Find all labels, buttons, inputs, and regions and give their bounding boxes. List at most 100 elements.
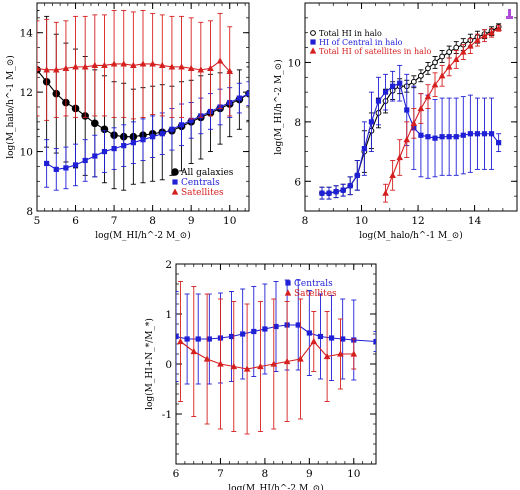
data-point (389, 171, 396, 178)
y-tick-label: 8 (26, 206, 33, 218)
panel-top-left: 5 6 7 8 9 10 8 10 12 14 log(M_HI/h^-2 M_⊙) log(M_ha… (5, 2, 250, 241)
y-axis-label: log(M_HI+N_*/M_*) (144, 318, 155, 410)
legend-marker (172, 179, 178, 185)
data-point (373, 338, 376, 345)
data-point (495, 24, 502, 31)
data-point (453, 134, 459, 140)
data-point (417, 72, 424, 79)
data-point (403, 136, 411, 143)
legend-marker (309, 47, 317, 54)
data-point (424, 93, 432, 100)
data-point (236, 95, 242, 101)
corner-mark (506, 9, 513, 19)
data-point (82, 157, 88, 164)
data-point (44, 160, 50, 167)
data-point (474, 36, 481, 43)
data-point (273, 323, 279, 330)
legend-marker (310, 39, 316, 45)
x-tick-label: 8 (302, 215, 309, 227)
data-point (188, 117, 194, 123)
data-point (178, 122, 185, 128)
legend-label: Satellites (181, 188, 224, 198)
data-point (243, 365, 251, 372)
series-total-hi-of-satellites-in-halo (382, 24, 502, 203)
x-tick-label: 10 (223, 215, 236, 227)
data-point (130, 61, 137, 68)
data-point (140, 137, 146, 143)
x-tick-label: 6 (72, 215, 79, 227)
data-point (43, 66, 50, 73)
panel-bottom: 6 7 8 9 10 -1 0 1 2 log(M_HI/h^-2 M_⊙) log(M_HI+N_… (144, 259, 377, 490)
x-tick-label: 12 (411, 215, 424, 227)
data-point (445, 63, 453, 70)
data-point (240, 331, 246, 337)
data-point (410, 78, 417, 85)
legend-marker (285, 280, 291, 286)
x-tick-label: 6 (173, 468, 180, 480)
data-point (62, 64, 70, 71)
y-tick-label: 10 (20, 147, 33, 159)
data-point (187, 64, 195, 71)
series-satellites (37, 9, 234, 121)
x-tick-label: 7 (111, 215, 118, 227)
y-tick-label: -1 (162, 409, 172, 421)
x-axis-label: log(M_HI/h^-2 M_⊙) (228, 483, 323, 490)
plot-area (37, 9, 249, 191)
data-point (295, 322, 301, 328)
legend-label: All galaxies (180, 168, 234, 178)
x-tick-label: 10 (355, 215, 368, 227)
data-point (37, 64, 41, 71)
data-point (417, 104, 425, 112)
data-point (481, 32, 488, 39)
y-tick-label: 12 (20, 87, 33, 99)
data-point (418, 132, 424, 138)
data-point (72, 162, 79, 168)
x-axis-label: log(M_halo/h^-1 M_⊙) (359, 230, 463, 241)
data-point (110, 60, 118, 67)
data-point (169, 126, 175, 132)
data-point (101, 148, 108, 155)
data-point (459, 48, 467, 55)
legend-marker (171, 168, 179, 176)
data-point (390, 83, 396, 89)
data-point (283, 357, 291, 365)
legend-label: Centrals (181, 178, 220, 188)
data-point (446, 49, 453, 55)
data-point (207, 64, 214, 71)
legend-marker (171, 188, 179, 195)
data-point (496, 140, 502, 146)
data-point (397, 80, 403, 86)
data-point (319, 190, 325, 196)
data-point (195, 336, 201, 342)
data-point (446, 134, 452, 140)
data-point (333, 189, 339, 195)
data-point (190, 347, 198, 355)
data-point (337, 350, 344, 357)
x-tick-label: 8 (262, 468, 269, 480)
data-point (139, 60, 147, 67)
data-point (432, 59, 438, 66)
data-point (382, 189, 389, 196)
x-tick-label: 7 (217, 468, 224, 480)
data-point (184, 336, 190, 342)
data-point (340, 336, 346, 342)
data-point (452, 55, 460, 63)
data-point (306, 330, 312, 336)
data-point (159, 131, 165, 137)
data-point (150, 134, 156, 140)
data-point (481, 131, 488, 137)
data-point (410, 119, 418, 126)
data-point (262, 326, 268, 332)
data-point (120, 60, 128, 67)
data-point (91, 119, 99, 128)
plot-area (319, 23, 502, 203)
data-point (488, 29, 495, 36)
data-point (251, 328, 257, 335)
data-point (72, 63, 79, 70)
data-point (326, 190, 332, 196)
data-point (53, 166, 59, 172)
y-tick-label: 2 (165, 259, 172, 271)
data-point (270, 360, 278, 367)
